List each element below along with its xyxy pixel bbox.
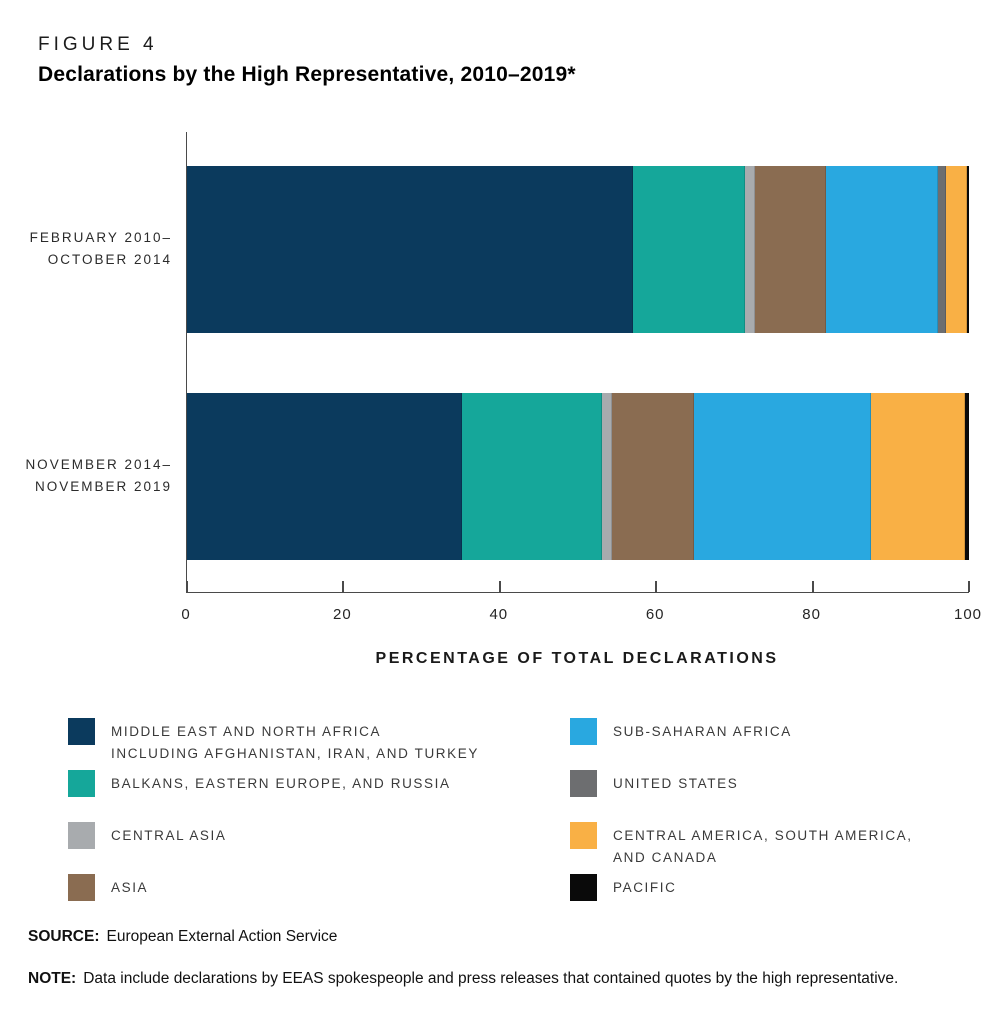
bar-segment-united-states xyxy=(937,166,947,333)
x-tick-mark xyxy=(811,581,814,592)
legend-label-line: AND CANADA xyxy=(613,849,718,865)
x-tick-label: 80 xyxy=(802,606,821,623)
page-title: Declarations by the High Representative,… xyxy=(38,63,576,86)
bar-row-0 xyxy=(187,166,969,333)
legend-label-line: CENTRAL AMERICA, SOUTH AMERICA, xyxy=(613,828,913,843)
legend-swatch-asia xyxy=(68,874,95,901)
legend-label: UNITED STATES xyxy=(613,770,738,795)
bar-segment-central-america-south-america-and-canada xyxy=(946,166,967,333)
bar-segment-asia xyxy=(755,166,826,333)
legend-label: MIDDLE EAST AND NORTH AFRICA INCLUDING AF… xyxy=(111,718,479,764)
bar-segment-balkans-eastern-europe-and-russia xyxy=(632,166,745,333)
legend-swatch-balkans-eastern-europe-and-russia xyxy=(68,770,95,797)
plot-area xyxy=(186,132,970,593)
bar-row-1 xyxy=(187,393,969,560)
category-label-0: FEBRUARY 2010– OCTOBER 2014 xyxy=(30,227,172,272)
legend-label: ASIA xyxy=(111,874,148,899)
x-tick-labels: 0 20 40 60 80 100 xyxy=(181,606,981,628)
x-tick-mark xyxy=(498,581,501,592)
x-axis-title: PERCENTAGE OF TOTAL DECLARATIONS xyxy=(375,650,779,667)
x-tick-label: 60 xyxy=(645,606,665,623)
figure-label: FIGURE 4 xyxy=(38,34,158,55)
category-labels: FEBRUARY 2010– OCTOBER 2014 NOVEMBER 2014–… xyxy=(0,0,172,700)
legend-item-balkans-eastern-europe-and-russia: BALKANS, EASTERN EUROPE, AND RUSSIA xyxy=(68,770,479,797)
bar-segment-sub-saharan-africa xyxy=(693,393,872,560)
source-text: European External Action Service xyxy=(106,928,338,945)
legend-item-united-states: UNITED STATES xyxy=(570,770,913,797)
bar-segment-pacific xyxy=(966,166,969,333)
category-label-1: NOVEMBER 2014– NOVEMBER 2019 xyxy=(25,454,172,499)
category-label-line: NOVEMBER 2019 xyxy=(34,479,172,495)
legend-item-asia: ASIA xyxy=(68,874,479,901)
note-line: NOTE: Data include declarations by EEAS s… xyxy=(28,970,898,988)
legend-swatch-pacific xyxy=(570,874,597,901)
x-tick-mark xyxy=(655,581,658,592)
legend-label: CENTRAL ASIA xyxy=(111,822,226,847)
legend-item-sub-saharan-africa: SUB-SAHARAN AFRICA xyxy=(570,718,913,745)
bar-segment-central-asia xyxy=(744,166,756,333)
legend-col-left: MIDDLE EAST AND NORTH AFRICA INCLUDING AF… xyxy=(68,718,479,926)
legend-label: PACIFIC xyxy=(613,874,676,899)
legend-label: SUB-SAHARAN AFRICA xyxy=(613,718,792,743)
legend-swatch-united-states xyxy=(570,770,597,797)
legend-label: CENTRAL AMERICA, SOUTH AMERICA, AND CANAD… xyxy=(613,822,913,868)
category-label-line: FEBRUARY 2010– xyxy=(29,230,172,245)
legend-label: BALKANS, EASTERN EUROPE, AND RUSSIA xyxy=(111,770,451,795)
x-tick-label: 0 xyxy=(181,606,191,623)
legend-label-line: INCLUDING AFGHANISTAN, IRAN, AND TURKEY xyxy=(111,745,479,761)
x-tick-mark xyxy=(186,581,188,592)
legend-label-line: SUB-SAHARAN AFRICA xyxy=(613,724,792,739)
note-label: NOTE: xyxy=(28,970,77,987)
chart-header: FIGURE 4 Declarations by the High Repres… xyxy=(38,34,576,87)
bar-segment-pacific xyxy=(965,393,969,560)
x-tick-label: 20 xyxy=(333,606,352,623)
bar-segment-central-america-south-america-and-canada xyxy=(871,393,966,560)
legend-swatch-central-asia xyxy=(68,822,95,849)
x-tick-mark xyxy=(342,581,345,592)
x-tick-mark xyxy=(968,581,970,592)
legend-item-middle-east-and-north-africa: MIDDLE EAST AND NORTH AFRICA INCLUDING AF… xyxy=(68,718,479,761)
legend-label-line: CENTRAL ASIA xyxy=(111,828,227,843)
legend-swatch-central-america-south-america-and-canada xyxy=(570,822,597,849)
x-tick-label: 40 xyxy=(489,606,509,623)
legend-label-line: BALKANS, EASTERN EUROPE, AND RUSSIA xyxy=(111,776,451,791)
legend-label-line: PACIFIC xyxy=(613,880,677,895)
legend-item-central-america-south-america-and-canada: CENTRAL AMERICA, SOUTH AMERICA, AND CANAD… xyxy=(570,822,913,865)
bar-segment-sub-saharan-africa xyxy=(825,166,938,333)
category-label-line: NOVEMBER 2014– xyxy=(25,457,172,472)
x-tick-label: 100 xyxy=(953,606,983,623)
bar-segment-balkans-eastern-europe-and-russia xyxy=(462,393,603,560)
legend-swatch-middle-east-and-north-africa xyxy=(68,718,95,745)
source-label: SOURCE: xyxy=(28,928,100,945)
note-text: Data include declarations by EEAS spokes… xyxy=(83,970,899,987)
legend-col-right: SUB-SAHARAN AFRICA UNITED STATES CENTRAL A… xyxy=(570,718,913,926)
source-line: SOURCE: European External Action Service xyxy=(28,928,337,946)
legend-item-central-asia: CENTRAL ASIA xyxy=(68,822,479,849)
bar-segment-asia xyxy=(612,393,694,560)
legend-label-line: ASIA xyxy=(111,880,149,895)
bar-segment-middle-east-and-north-africa xyxy=(187,166,633,333)
legend-item-pacific: PACIFIC xyxy=(570,874,913,901)
legend-label-line: MIDDLE EAST AND NORTH AFRICA xyxy=(111,724,382,739)
legend-swatch-sub-saharan-africa xyxy=(570,718,597,745)
bar-segment-middle-east-and-north-africa xyxy=(187,393,463,560)
bar-segment-central-asia xyxy=(602,393,613,560)
category-label-line: OCTOBER 2014 xyxy=(47,252,172,268)
legend-label-line: UNITED STATES xyxy=(613,776,739,791)
